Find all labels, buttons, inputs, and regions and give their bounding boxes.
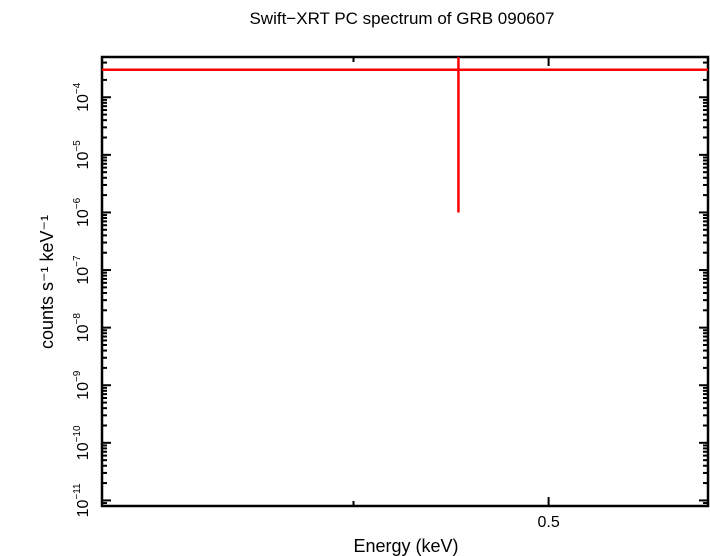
x-axis-label: Energy (keV) <box>353 536 458 556</box>
y-tick-label: 10−11 <box>72 483 92 517</box>
y-tick-label: 10−10 <box>72 425 92 460</box>
y-axis: 10−11 10−10 10−9 10−8 10−7 10−6 10−5 10−4 <box>72 56 708 517</box>
y-tick-label: 10−4 <box>72 82 92 112</box>
x-axis: 0.5 <box>101 57 709 531</box>
data-series <box>102 57 708 213</box>
y-tick-label: 10−9 <box>72 370 92 400</box>
x-tick-label: 0.5 <box>537 514 559 531</box>
y-tick-label: 10−5 <box>72 140 92 170</box>
y-axis-label: counts s⁻¹ keV⁻¹ <box>37 215 57 349</box>
y-tick-label: 10−8 <box>72 313 92 343</box>
chart-title: Swift−XRT PC spectrum of GRB 090607 <box>249 9 554 28</box>
y-tick-label: 10−6 <box>72 197 92 227</box>
plot-frame <box>100 55 710 508</box>
plot-border <box>100 55 710 508</box>
y-tick-label: 10−7 <box>72 255 92 285</box>
